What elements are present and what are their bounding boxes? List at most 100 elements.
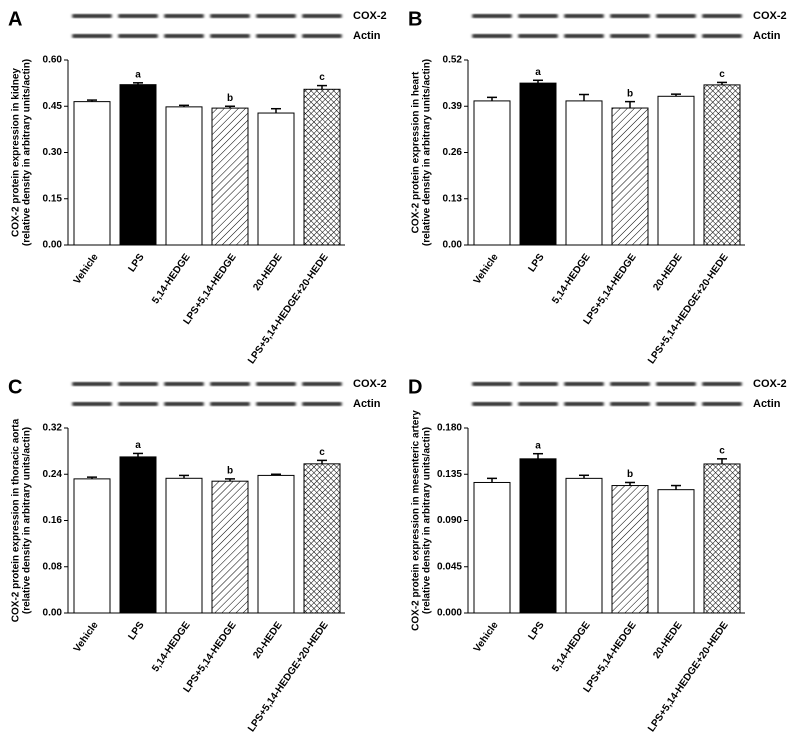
bar-label: b bbox=[627, 469, 633, 480]
y-tick-label: 0.08 bbox=[43, 561, 63, 572]
x-tick-label: Vehicle bbox=[72, 252, 101, 287]
blot-band bbox=[702, 382, 742, 386]
y-tick-label: 0.39 bbox=[443, 101, 463, 112]
x-tick-label: 5,14-HEDGE bbox=[150, 620, 193, 674]
bar bbox=[303, 88, 341, 246]
x-tick-label: LPS bbox=[526, 620, 546, 643]
blot-band bbox=[210, 402, 250, 406]
y-axis-label: COX-2 protein expression in thoracic aor… bbox=[11, 418, 22, 622]
bar bbox=[565, 477, 603, 614]
blot-band bbox=[518, 402, 558, 406]
bar-label: b bbox=[227, 466, 233, 477]
x-tick-label: LPS bbox=[526, 252, 546, 275]
x-tick-label: 20-HEDE bbox=[251, 620, 284, 661]
y-tick-label: 0.32 bbox=[43, 423, 63, 434]
x-tick-label: 5,14-HEDGE bbox=[550, 252, 593, 306]
blot-band bbox=[702, 14, 742, 18]
blot-band bbox=[518, 14, 558, 18]
blot-band bbox=[164, 382, 204, 386]
x-tick-label: Vehicle bbox=[472, 252, 501, 287]
y-tick-label: 0.00 bbox=[43, 608, 63, 619]
bar bbox=[703, 84, 741, 246]
blot-band bbox=[656, 14, 696, 18]
blot-band bbox=[302, 34, 342, 38]
blot-band bbox=[564, 402, 604, 406]
blot-band bbox=[256, 14, 296, 18]
blot-band bbox=[472, 402, 512, 406]
blot-band bbox=[564, 382, 604, 386]
y-tick-label: 0.135 bbox=[437, 469, 462, 480]
blot-band bbox=[118, 402, 158, 406]
y-tick-label: 0.000 bbox=[437, 608, 462, 619]
blot-band bbox=[72, 34, 112, 38]
x-tick-label: LPS+5,14-HEDGE bbox=[182, 620, 239, 695]
bar-label: a bbox=[535, 67, 541, 78]
bar bbox=[703, 463, 741, 614]
bar bbox=[611, 107, 649, 246]
y-axis-label: (relative density in arbitrary units/act… bbox=[22, 427, 33, 614]
bar bbox=[257, 112, 295, 246]
x-tick-label: LPS+5,14-HEDGE+20-HEDE bbox=[646, 252, 731, 366]
bar-label: a bbox=[135, 440, 141, 451]
bar bbox=[165, 106, 203, 246]
y-tick-label: 0.16 bbox=[43, 515, 63, 526]
x-tick-label: 20-HEDE bbox=[651, 252, 684, 293]
blot-band bbox=[210, 14, 250, 18]
blot-band bbox=[472, 14, 512, 18]
y-tick-label: 0.60 bbox=[43, 55, 63, 66]
blot-band bbox=[610, 34, 650, 38]
x-tick-label: 5,14-HEDGE bbox=[150, 252, 193, 306]
blot-label: COX-2 bbox=[353, 10, 387, 22]
x-tick-label: Vehicle bbox=[472, 620, 501, 655]
blot-label: COX-2 bbox=[353, 378, 387, 390]
blot-band bbox=[472, 382, 512, 386]
x-tick-label: 20-HEDE bbox=[251, 252, 284, 293]
bar bbox=[657, 489, 695, 614]
y-axis-label: COX-2 protein expression in mesenteric a… bbox=[411, 410, 422, 631]
panel-letter: B bbox=[408, 8, 422, 30]
y-axis-label: (relative density in arbitrary units/act… bbox=[422, 427, 433, 614]
blot-label: Actin bbox=[753, 398, 781, 410]
y-axis-label: COX-2 protein expression in kidney bbox=[11, 68, 22, 237]
blot-band bbox=[702, 402, 742, 406]
blot-band bbox=[256, 402, 296, 406]
bar-label: c bbox=[719, 445, 725, 456]
y-tick-label: 0.180 bbox=[437, 423, 462, 434]
blot-label: Actin bbox=[353, 398, 381, 410]
x-tick-label: LPS+5,14-HEDGE bbox=[582, 620, 639, 695]
blot-band bbox=[72, 382, 112, 386]
blot-band bbox=[72, 402, 112, 406]
blot-band bbox=[472, 34, 512, 38]
bar-label: a bbox=[135, 69, 141, 80]
x-tick-label: 20-HEDE bbox=[651, 620, 684, 661]
y-axis-label: COX-2 protein expression in heart bbox=[411, 71, 422, 233]
blot-band bbox=[164, 402, 204, 406]
blot-band bbox=[210, 382, 250, 386]
blot-band bbox=[564, 14, 604, 18]
panel-letter: A bbox=[8, 8, 22, 30]
blot-band bbox=[72, 14, 112, 18]
bar bbox=[257, 474, 295, 614]
blot-band bbox=[656, 402, 696, 406]
x-tick-label: LPS+5,14-HEDGE+20-HEDE bbox=[646, 620, 731, 734]
blot-label: COX-2 bbox=[753, 10, 787, 22]
y-tick-label: 0.26 bbox=[443, 147, 463, 158]
blot-band bbox=[118, 14, 158, 18]
blot-label: Actin bbox=[753, 30, 781, 42]
blot-band bbox=[164, 14, 204, 18]
blot-label: Actin bbox=[353, 30, 381, 42]
bar bbox=[657, 95, 695, 246]
blot-band bbox=[118, 382, 158, 386]
y-tick-label: 0.24 bbox=[43, 469, 63, 480]
bar-label: a bbox=[535, 440, 541, 451]
x-tick-label: LPS+5,14-HEDGE+20-HEDE bbox=[246, 252, 331, 366]
blot-band bbox=[610, 14, 650, 18]
bar bbox=[119, 84, 157, 246]
blot-band bbox=[302, 14, 342, 18]
y-tick-label: 0.45 bbox=[43, 101, 63, 112]
blot-band bbox=[518, 382, 558, 386]
blot-band bbox=[564, 34, 604, 38]
blot-band bbox=[702, 34, 742, 38]
y-tick-label: 0.52 bbox=[443, 55, 463, 66]
x-tick-label: LPS+5,14-HEDGE bbox=[582, 252, 639, 327]
